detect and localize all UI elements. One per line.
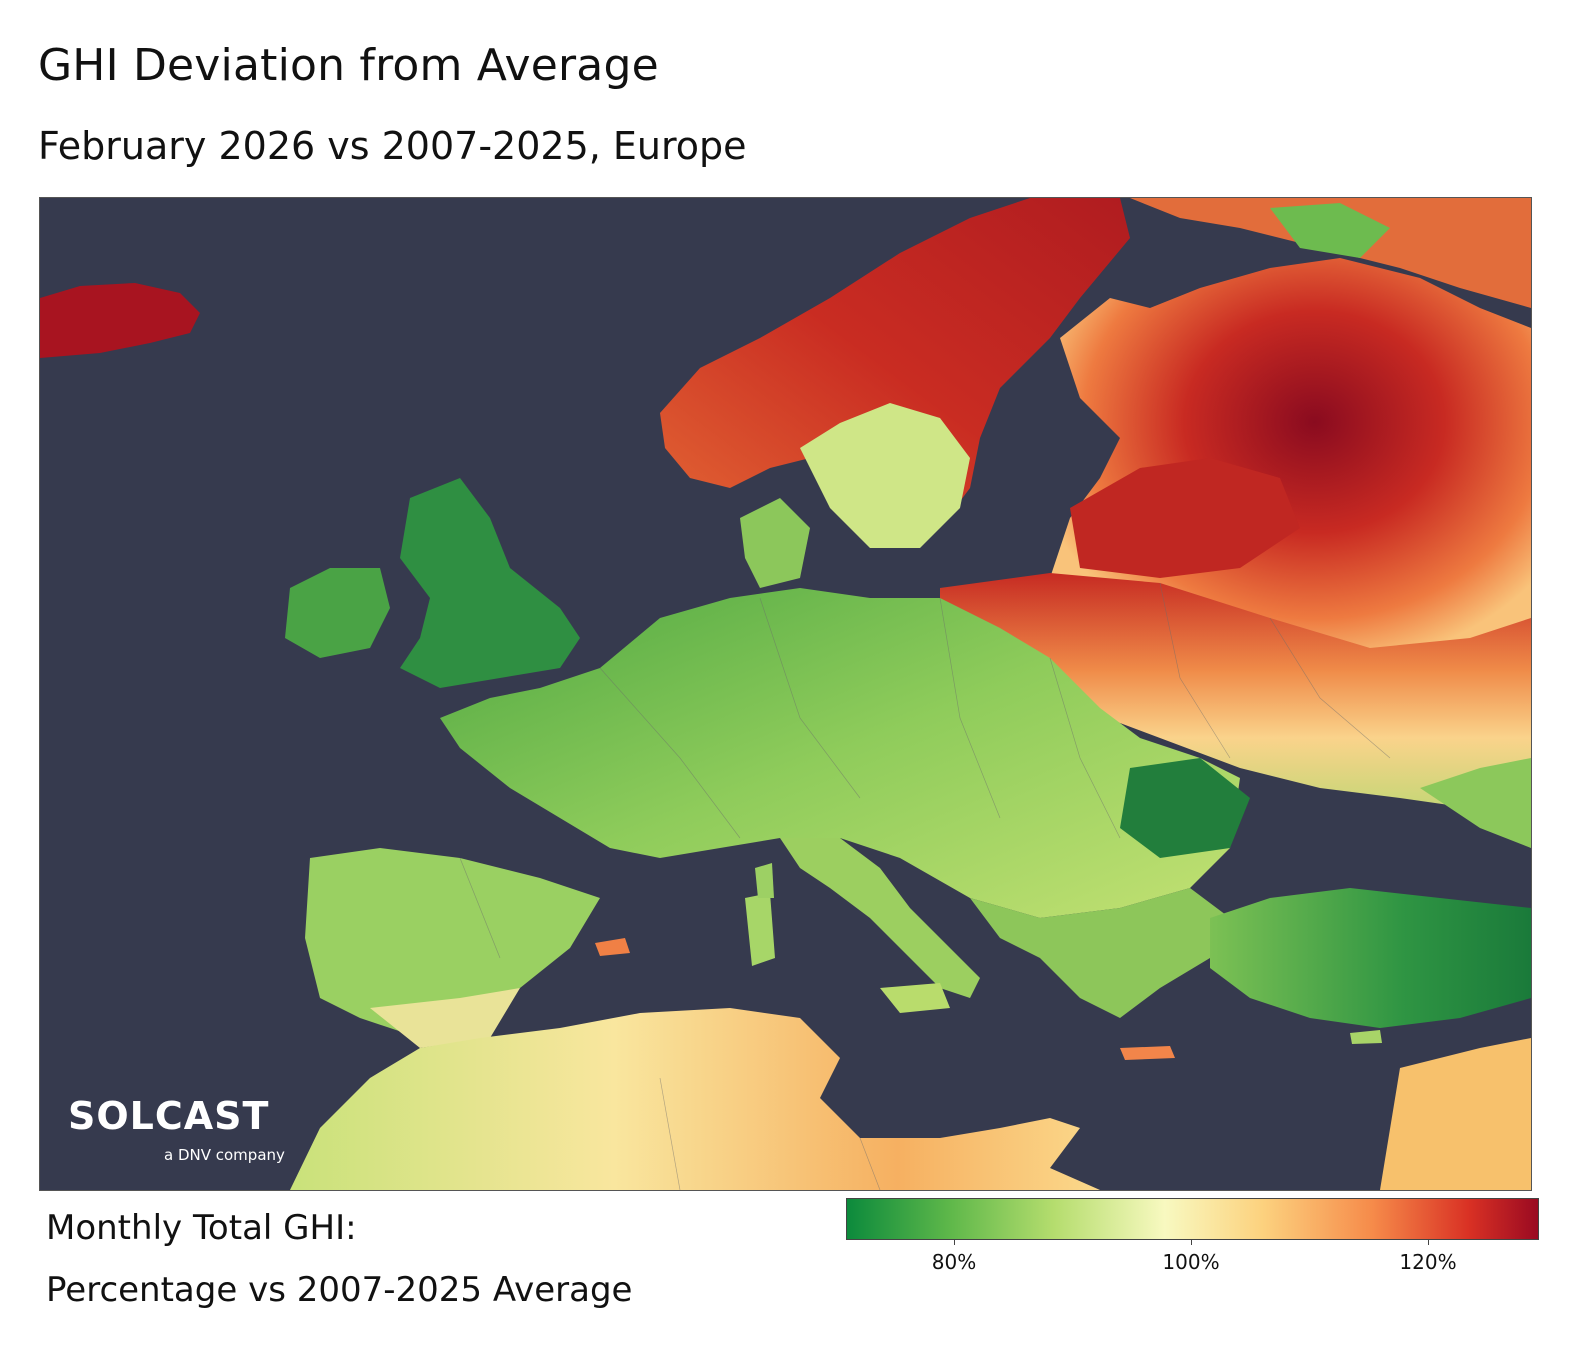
crete [1120, 1046, 1175, 1060]
cyprus [1350, 1030, 1382, 1044]
map-subtitle: February 2026 vs 2007-2025, Europe [38, 124, 747, 168]
romania-dark [1120, 758, 1250, 858]
north-africa [290, 1008, 1100, 1190]
baltics [1070, 458, 1300, 578]
colorbar [846, 1198, 1539, 1240]
legend-title-line1: Monthly Total GHI: [46, 1208, 357, 1248]
sweden-south [800, 403, 970, 548]
sardinia [745, 893, 775, 966]
map-canvas: SOLCAST a DNV company [39, 197, 1532, 1191]
balkans [970, 888, 1230, 1018]
europe-map [40, 198, 1531, 1190]
colorbar-label-120: 120% [1399, 1250, 1457, 1274]
iberia [305, 848, 600, 1038]
iceland [40, 283, 200, 358]
logo-tagline: a DNV company [164, 1146, 285, 1164]
kola [1130, 198, 1531, 308]
borders [459, 582, 1391, 1190]
turkey [1210, 888, 1531, 1028]
egypt-levant [1380, 1038, 1531, 1190]
kola-green [1270, 203, 1390, 258]
denmark [740, 498, 810, 588]
colorbar-tick-80 [954, 1239, 955, 1245]
colorbar-tick-100 [1191, 1239, 1192, 1245]
scandinavia [660, 198, 1130, 548]
great-britain [400, 478, 580, 688]
iberia-south [370, 988, 520, 1048]
sicily [880, 983, 950, 1013]
ireland [285, 568, 390, 658]
caucasus [1420, 758, 1531, 848]
solcast-logo: SOLCAST a DNV company [68, 1088, 308, 1178]
colorbar-label-80: 80% [931, 1250, 977, 1274]
colorbar-tick-120 [1428, 1239, 1429, 1245]
map-title: GHI Deviation from Average [38, 40, 659, 91]
corsica [755, 863, 774, 898]
colorbar-label-100: 100% [1162, 1250, 1220, 1274]
logo-wordmark: SOLCAST [68, 1094, 270, 1138]
legend-title-line2: Percentage vs 2007-2025 Average [46, 1270, 633, 1310]
balearic [595, 938, 630, 956]
eastern-europe [940, 573, 1531, 848]
central-europe [440, 588, 1240, 918]
italy [780, 838, 980, 998]
